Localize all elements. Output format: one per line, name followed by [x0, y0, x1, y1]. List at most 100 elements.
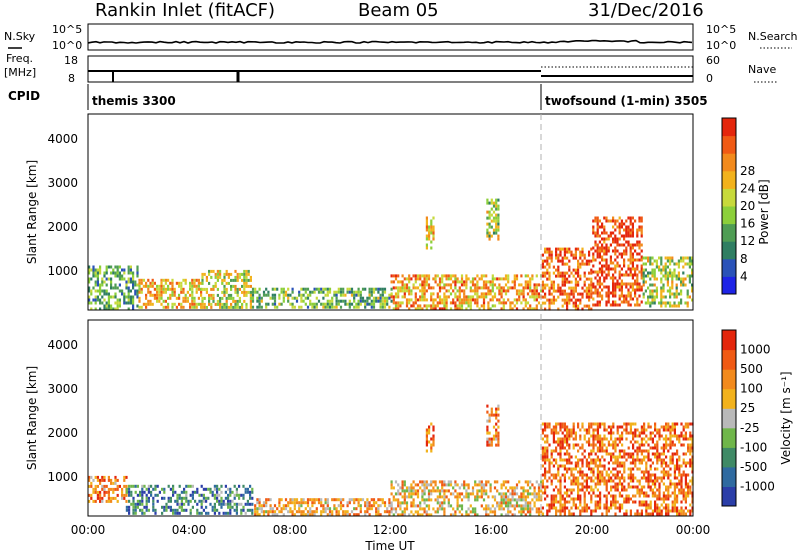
power-cell	[432, 286, 435, 290]
power-cell	[601, 237, 604, 241]
velocity-cell	[546, 503, 549, 507]
velocity-cell	[599, 479, 602, 483]
velocity-cell	[612, 440, 615, 444]
power-cell	[526, 286, 530, 290]
power-cell	[675, 283, 678, 287]
velocity-cell	[561, 494, 564, 498]
power-cell	[625, 231, 628, 235]
velocity-cell	[625, 431, 628, 435]
velocity-cell	[242, 484, 245, 488]
power-cell	[430, 228, 433, 232]
velocity-cell	[599, 497, 602, 501]
velocity-cell	[568, 437, 571, 441]
velocity-cell	[141, 502, 144, 506]
power-cell	[280, 287, 283, 291]
power-cell	[627, 243, 630, 247]
power-cell	[94, 307, 97, 311]
power-cell	[225, 296, 228, 300]
power-cell	[96, 277, 99, 281]
power-cell	[559, 292, 562, 296]
power-cell	[588, 307, 591, 311]
velocity-cell	[596, 455, 599, 459]
power-cell	[671, 271, 674, 275]
power-cell	[377, 287, 380, 291]
velocity-cell	[399, 501, 402, 505]
velocity-cell	[136, 499, 139, 503]
velocity-cell	[328, 513, 332, 517]
power-cell	[476, 298, 479, 302]
velocity-cell	[467, 492, 470, 496]
xtick-3: 12:00	[373, 523, 408, 537]
velocity-cell	[200, 505, 203, 509]
power-cell	[607, 264, 610, 268]
velocity-cell	[618, 464, 621, 468]
velocity-cell	[570, 491, 573, 495]
power-cell	[598, 246, 601, 250]
power-cell	[357, 287, 360, 291]
velocity-cell	[640, 425, 643, 429]
velocity-cell	[585, 428, 588, 432]
power-cell	[397, 280, 400, 284]
power-cell	[469, 286, 472, 290]
power-cell	[112, 268, 115, 272]
power-cell	[167, 302, 170, 306]
power-cell	[688, 256, 691, 260]
power-cell	[644, 262, 647, 266]
velocity-cell	[662, 443, 665, 447]
velocity-cell	[125, 475, 128, 479]
power-colorbar-tick: 20	[740, 199, 755, 213]
velocity-cell	[684, 437, 687, 441]
velocity-cell	[249, 502, 252, 506]
velocity-cell	[169, 505, 172, 509]
velocity-cell	[246, 508, 249, 512]
power-cell	[614, 270, 617, 274]
velocity-cell	[522, 510, 525, 514]
power-cell	[125, 295, 128, 299]
power-cell	[441, 280, 444, 284]
velocity-cell	[430, 446, 433, 450]
power-cell	[212, 284, 215, 288]
velocity-cell	[581, 422, 584, 426]
power-cell	[594, 249, 597, 253]
velocity-cell	[660, 476, 663, 480]
power-cell	[320, 302, 323, 306]
power-cell	[563, 289, 566, 293]
power-cell	[230, 272, 233, 276]
velocity-cell	[544, 485, 547, 489]
velocity-cell	[625, 500, 628, 504]
power-cell	[368, 296, 371, 300]
power-cell	[561, 277, 564, 281]
power-cell	[348, 290, 351, 294]
power-cell	[149, 299, 152, 303]
power-cell	[353, 305, 356, 309]
power-cell	[590, 307, 593, 311]
velocity-cell	[412, 498, 415, 502]
power-cell	[167, 278, 170, 282]
velocity-cell	[90, 496, 93, 500]
power-cell	[546, 247, 549, 251]
velocity-cell	[421, 513, 424, 517]
power-cell	[205, 275, 208, 279]
velocity-cell	[667, 473, 670, 477]
power-cell	[596, 228, 599, 232]
power-cell	[251, 290, 255, 294]
power-cell	[302, 287, 305, 291]
power-cell	[216, 299, 219, 303]
power-cell	[594, 258, 597, 262]
velocity-cell	[460, 513, 464, 517]
power-cell	[425, 234, 428, 238]
velocity-cell	[570, 434, 573, 438]
power-cell	[227, 293, 230, 297]
velocity-cell	[189, 508, 192, 512]
power-cell	[531, 292, 534, 296]
velocity-cell	[643, 458, 646, 462]
power-cell	[620, 243, 623, 247]
power-cell	[603, 252, 606, 256]
power-cell	[90, 268, 93, 272]
power-cell	[191, 290, 194, 294]
velocity-cell	[583, 509, 586, 513]
power-cell	[311, 305, 314, 309]
velocity-cell	[662, 461, 665, 465]
power-cell	[223, 305, 226, 309]
velocity-cell	[689, 452, 692, 456]
